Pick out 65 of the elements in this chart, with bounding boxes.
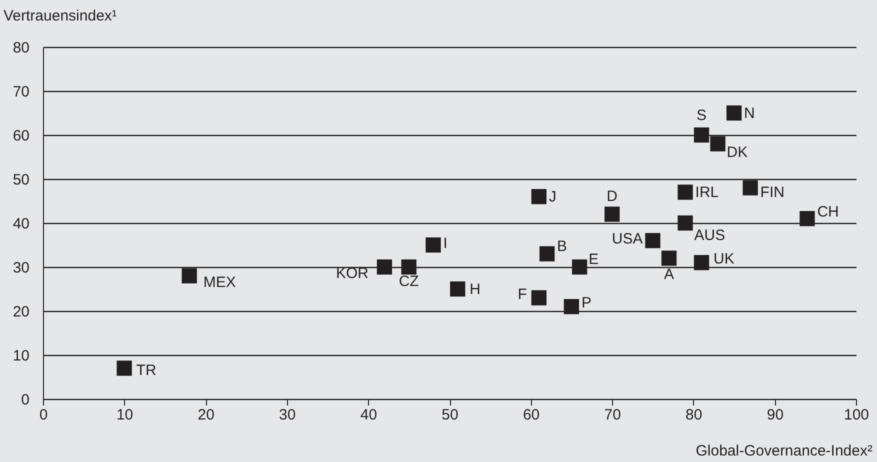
point	[726, 105, 742, 121]
point	[645, 233, 660, 248]
x-tick-label: 30	[279, 406, 296, 424]
annotation: FIN	[760, 184, 784, 201]
point	[710, 136, 726, 152]
annotation: H	[470, 281, 480, 298]
annotation: IRL	[695, 184, 719, 202]
y-tick-label: 40	[12, 216, 30, 232]
x-tick-label: 100	[844, 406, 870, 424]
x-tick-label: 10	[116, 406, 134, 424]
annotation: P	[581, 294, 592, 312]
annotation: MEX	[203, 274, 236, 291]
point	[742, 180, 758, 196]
point	[564, 299, 580, 314]
x-tick-label: 0	[39, 406, 48, 424]
annotation: UK	[714, 250, 734, 268]
x-tick-label: 60	[522, 406, 540, 424]
annotation: CH	[817, 204, 839, 221]
annotation: B	[557, 238, 568, 255]
annotation: F	[518, 286, 527, 303]
x-tick-label: 40	[360, 406, 378, 424]
annotation: CZ	[398, 273, 419, 290]
point	[661, 250, 677, 266]
point	[531, 189, 547, 204]
point	[694, 255, 710, 270]
point	[800, 211, 815, 226]
annotation: E	[588, 251, 599, 268]
point	[426, 237, 441, 253]
annotation: I	[443, 235, 448, 252]
x-tick-label: 90	[766, 406, 784, 424]
y-axis-title: Vertrauensindex¹	[4, 8, 117, 24]
point	[539, 246, 555, 262]
point	[678, 184, 693, 200]
y-tick-label: 50	[12, 172, 30, 188]
annotation: D	[606, 188, 618, 206]
point	[116, 360, 132, 376]
annotation: USA	[612, 230, 643, 248]
point	[401, 259, 416, 275]
y-tick-label: 80	[12, 40, 30, 56]
point	[694, 127, 710, 143]
point	[531, 290, 547, 306]
x-tick-label: 70	[604, 406, 621, 424]
x-tick-label: 50	[442, 406, 458, 424]
point	[604, 206, 620, 222]
point	[182, 268, 197, 284]
y-tick-label: 30	[12, 260, 30, 276]
y-tick-label: 60	[12, 128, 30, 144]
annotation: A	[664, 266, 674, 284]
y-tick-label: 70	[12, 84, 30, 100]
annotation: N	[744, 105, 755, 122]
point	[572, 259, 588, 275]
point	[450, 281, 466, 297]
point	[376, 259, 392, 275]
annotation: DK	[726, 144, 748, 161]
annotation: TR	[136, 362, 156, 380]
annotation: S	[696, 107, 707, 124]
annotation: AUS	[694, 227, 726, 244]
point	[678, 215, 693, 231]
x-tick-label: 20	[198, 406, 214, 424]
annotation: J	[548, 188, 556, 206]
y-tick-label: 0	[21, 392, 30, 408]
y-tick-label: 10	[12, 348, 30, 364]
x-tick-label: 80	[686, 406, 702, 424]
y-tick-label: 20	[12, 304, 30, 320]
x-axis-title: Global-Governance-Index²	[696, 442, 872, 460]
